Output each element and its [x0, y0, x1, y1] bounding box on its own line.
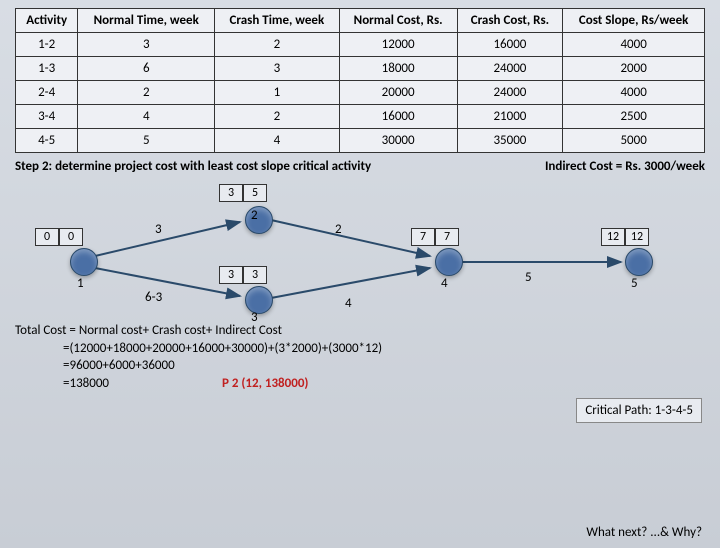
table-row: 1-36318000240002000 — [16, 57, 705, 81]
diagram-label: 2 — [335, 222, 342, 237]
footer-question: What next? ...& Why? — [586, 525, 702, 540]
network-diagram: 0035337712121234536-3245 — [15, 178, 705, 318]
table-header: Normal Time, week — [78, 9, 215, 33]
table-cell: 18000 — [339, 57, 457, 81]
table-row: 3-44216000210002500 — [16, 105, 705, 129]
table-row: 4-55430000350005000 — [16, 129, 705, 153]
critical-path-box: Critical Path: 1-3-4-5 — [576, 398, 702, 423]
table-cell: 12000 — [339, 33, 457, 57]
table-cell: 3 — [215, 57, 340, 81]
time-box: 35 — [219, 184, 267, 202]
calc-line2: =(12000+18000+20000+16000+30000)+(3*2000… — [15, 340, 705, 358]
activity-table: ActivityNormal Time, weekCrash Time, wee… — [15, 8, 705, 153]
time-cell: 0 — [35, 228, 59, 246]
table-row: 1-23212000160004000 — [16, 33, 705, 57]
table-cell: 4000 — [563, 81, 705, 105]
diagram-label: 3 — [251, 310, 258, 325]
node-3 — [245, 286, 273, 314]
time-cell: 7 — [411, 228, 435, 246]
step2-right: Indirect Cost = Rs. 3000/week — [545, 159, 705, 174]
table-cell: 20000 — [339, 81, 457, 105]
table-cell: 2 — [78, 81, 215, 105]
table-cell: 3 — [78, 33, 215, 57]
node-1 — [70, 248, 98, 276]
node-2 — [245, 206, 273, 234]
table-header: Normal Cost, Rs. — [339, 9, 457, 33]
node-4 — [435, 248, 463, 276]
time-cell: 12 — [625, 228, 649, 246]
table-cell: 2 — [215, 33, 340, 57]
time-cell: 0 — [59, 228, 83, 246]
calculation-block: Total Cost = Normal cost+ Crash cost+ In… — [15, 322, 705, 392]
table-cell: 3-4 — [16, 105, 78, 129]
time-box: 00 — [35, 228, 83, 246]
time-cell: 12 — [601, 228, 625, 246]
table-cell: 24000 — [457, 57, 563, 81]
table-header: Activity — [16, 9, 78, 33]
time-cell: 3 — [219, 266, 243, 284]
table-cell: 1 — [215, 81, 340, 105]
diagram-label: 6-3 — [145, 290, 162, 305]
node-5 — [625, 248, 653, 276]
diagram-label: 1 — [77, 276, 84, 291]
calc-line4: =138000 — [63, 376, 109, 391]
table-cell: 16000 — [457, 33, 563, 57]
time-box: 33 — [219, 266, 267, 284]
time-cell: 5 — [243, 184, 267, 202]
table-cell: 1-3 — [16, 57, 78, 81]
diagram-label: 5 — [631, 276, 638, 291]
diagram-label: 5 — [525, 270, 532, 285]
time-box: 77 — [411, 228, 459, 246]
table-cell: 4 — [78, 105, 215, 129]
table-cell: 6 — [78, 57, 215, 81]
table-cell: 5 — [78, 129, 215, 153]
calc-line3: =96000+6000+36000 — [15, 357, 705, 375]
table-cell: 4000 — [563, 33, 705, 57]
table-cell: 2500 — [563, 105, 705, 129]
time-box: 1212 — [601, 228, 649, 246]
time-cell: 3 — [219, 184, 243, 202]
table-cell: 4-5 — [16, 129, 78, 153]
step2-row: Step 2: determine project cost with leas… — [15, 159, 705, 174]
step2-left: Step 2: determine project cost with leas… — [15, 159, 371, 174]
table-cell: 5000 — [563, 129, 705, 153]
table-cell: 2000 — [563, 57, 705, 81]
table-cell: 4 — [215, 129, 340, 153]
table-cell: 1-2 — [16, 33, 78, 57]
table-header: Crash Cost, Rs. — [457, 9, 563, 33]
table-header: Cost Slope, Rs/week — [563, 9, 705, 33]
table-cell: 30000 — [339, 129, 457, 153]
table-cell: 21000 — [457, 105, 563, 129]
time-cell: 3 — [243, 266, 267, 284]
table-cell: 24000 — [457, 81, 563, 105]
diagram-label: 3 — [155, 222, 162, 237]
table-cell: 16000 — [339, 105, 457, 129]
table-cell: 2 — [215, 105, 340, 129]
table-row: 2-42120000240004000 — [16, 81, 705, 105]
diagram-label: 4 — [441, 276, 448, 291]
diagram-label: 4 — [345, 296, 352, 311]
p2-point: P 2 (12, 138000) — [222, 376, 309, 391]
time-cell: 7 — [435, 228, 459, 246]
table-header: Crash Time, week — [215, 9, 340, 33]
calc-line1: Total Cost = Normal cost+ Crash cost+ In… — [15, 322, 705, 340]
table-cell: 35000 — [457, 129, 563, 153]
table-cell: 2-4 — [16, 81, 78, 105]
diagram-label: 2 — [251, 208, 258, 223]
